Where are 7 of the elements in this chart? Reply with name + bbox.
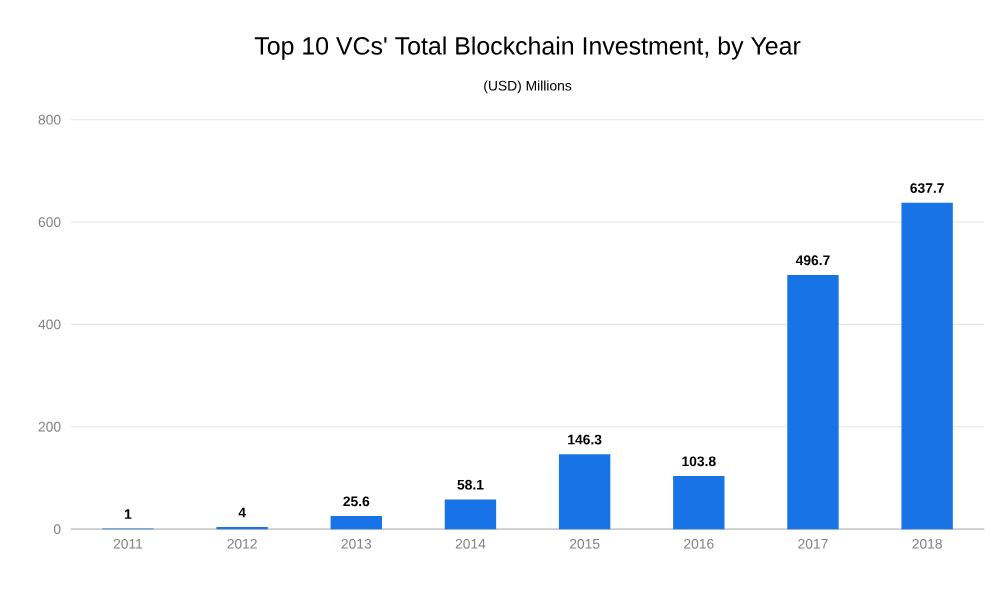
bar — [558, 454, 611, 530]
bar — [444, 499, 497, 530]
bar — [330, 516, 382, 530]
bar — [673, 476, 725, 530]
chart-title: Top 10 VCs' Total Blockchain Investment, by Year — [254, 36, 801, 60]
bar — [901, 202, 953, 530]
bar — [787, 274, 839, 530]
